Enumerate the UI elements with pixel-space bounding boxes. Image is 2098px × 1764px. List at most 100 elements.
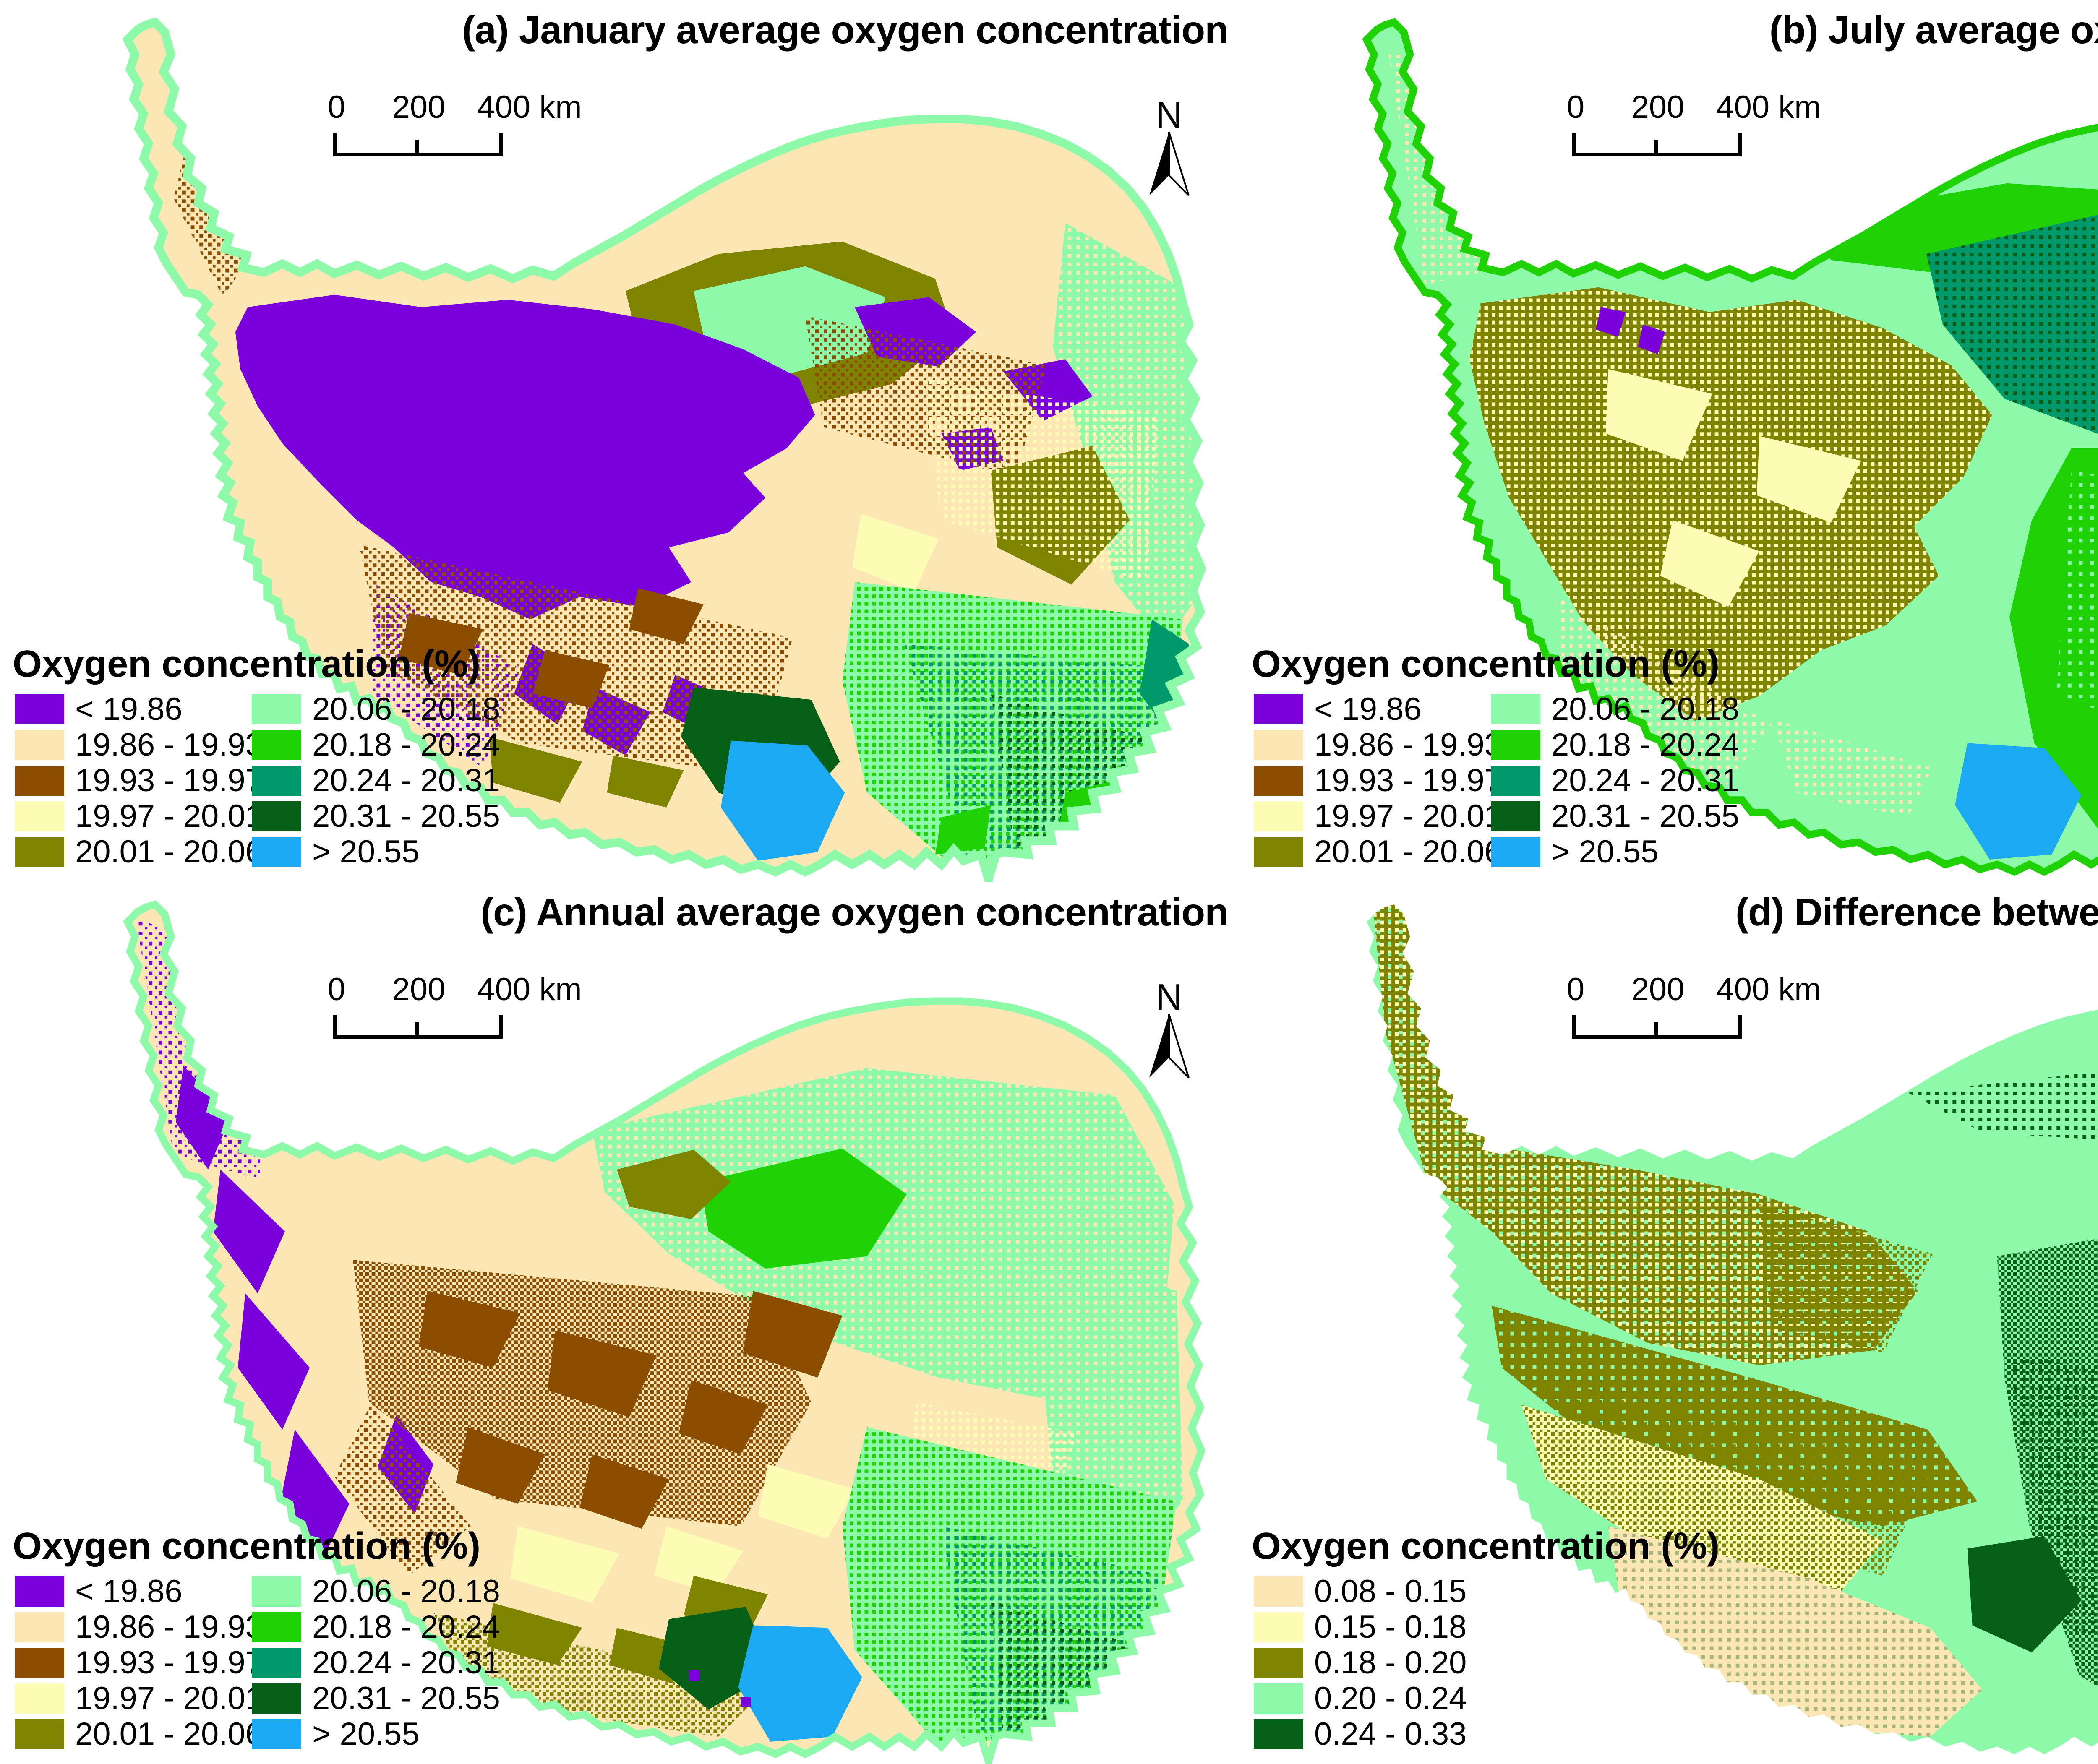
- legend-swatch: [1254, 836, 1303, 867]
- scale-label-200: 200: [1631, 972, 1685, 1007]
- legend-item: 19.93 - 19.97: [15, 763, 263, 798]
- legend-swatch: [15, 1576, 64, 1607]
- legend-swatch: [1254, 694, 1303, 724]
- legend-swatch: [252, 765, 301, 796]
- scale-bar-bracket: [333, 133, 503, 156]
- scale-label-400km: 400 km: [1716, 89, 1821, 125]
- legend-column-1: 0.08 - 0.15 0.15 - 0.18 0.18 - 0.20 0.20…: [1254, 1574, 1467, 1752]
- legend-item: 20.24 - 20.31: [252, 763, 500, 798]
- legend-item: 0.18 - 0.20: [1254, 1645, 1467, 1681]
- legend-swatch: [252, 1576, 301, 1607]
- legend-item: > 20.55: [252, 1716, 500, 1752]
- map-annual: [0, 882, 1239, 1764]
- scale-label-200: 200: [1631, 89, 1685, 125]
- legend-column-1: < 19.86 19.86 - 19.93 19.93 - 19.97 19.9…: [15, 1574, 263, 1752]
- legend-label: 20.01 - 20.06: [75, 834, 263, 870]
- legend-label: 19.93 - 19.97: [75, 763, 263, 798]
- scale-label-400km: 400 km: [477, 972, 582, 1007]
- legend-column-1: < 19.86 19.86 - 19.93 19.93 - 19.97 19.9…: [15, 691, 263, 870]
- legend-swatch: [15, 836, 64, 867]
- legend-label: < 19.86: [75, 1574, 183, 1609]
- legend-swatch: [15, 801, 64, 831]
- legend-label: 20.24 - 20.31: [1551, 763, 1739, 798]
- legend-item: 19.86 - 19.93: [15, 1609, 263, 1645]
- legend-item: 20.24 - 20.31: [252, 1645, 500, 1681]
- legend-item: 19.97 - 20.01: [15, 1681, 263, 1716]
- legend-item: 20.06 - 20.18: [252, 691, 500, 727]
- legend-title: Oxygen concentration (%): [1252, 1525, 1720, 1567]
- legend-swatch: [252, 836, 301, 867]
- legend-swatch: [1254, 1576, 1303, 1607]
- legend-swatch: [1254, 1683, 1303, 1714]
- legend-label: 0.08 - 0.15: [1314, 1574, 1467, 1609]
- scale-bar-bracket: [1572, 1015, 1742, 1039]
- scale-bar-bracket: [333, 1015, 503, 1039]
- legend-column-2: 20.06 - 20.18 20.18 - 20.24 20.24 - 20.3…: [1491, 691, 1739, 870]
- legend-column-1: < 19.86 19.86 - 19.93 19.93 - 19.97 19.9…: [1254, 691, 1502, 870]
- legend-swatch: [252, 1647, 301, 1678]
- legend-label: 19.97 - 20.01: [75, 798, 263, 834]
- scale-label-0: 0: [1566, 89, 1585, 125]
- legend-item: 20.18 - 20.24: [252, 727, 500, 763]
- legend-swatch: [252, 694, 301, 724]
- legend-label: 19.86 - 19.93: [1314, 727, 1502, 763]
- legend-item: 20.01 - 20.06: [15, 834, 263, 870]
- legend-swatch: [1254, 801, 1303, 831]
- legend-swatch: [1254, 765, 1303, 796]
- legend-item: < 19.86: [15, 691, 263, 727]
- scale-label-200: 200: [392, 89, 446, 125]
- map-july: [1239, 0, 2098, 882]
- legend-swatch: [1254, 1612, 1303, 1642]
- legend-label: 0.20 - 0.24: [1314, 1681, 1467, 1716]
- north-arrow: N: [1149, 978, 1190, 1079]
- legend-item: 20.31 - 20.55: [252, 798, 500, 834]
- legend-swatch: [1254, 730, 1303, 760]
- legend-label: 20.31 - 20.55: [312, 798, 500, 834]
- scale-bar: 0 200 400 km: [323, 971, 600, 1047]
- legend-swatch: [252, 1683, 301, 1714]
- legend-label: < 19.86: [1314, 691, 1422, 727]
- legend-column-2: 20.06 - 20.18 20.18 - 20.24 20.24 - 20.3…: [252, 691, 500, 870]
- legend-label: 20.06 - 20.18: [1551, 691, 1739, 727]
- legend-swatch: [15, 730, 64, 760]
- legend-swatch: [15, 1719, 64, 1749]
- legend-title: Oxygen concentration (%): [1252, 643, 1720, 685]
- legend-label: 19.97 - 20.01: [1314, 798, 1502, 834]
- legend-label: > 20.55: [1551, 834, 1659, 870]
- legend-swatch: [1254, 1647, 1303, 1678]
- legend-item: 0.15 - 0.18: [1254, 1609, 1467, 1645]
- legend-swatch: [1491, 801, 1540, 831]
- map-july-layers: [1388, 50, 2098, 860]
- legend-swatch: [15, 1683, 64, 1714]
- legend-item: 0.20 - 0.24: [1254, 1681, 1467, 1716]
- legend-item: 0.24 - 0.33: [1254, 1716, 1467, 1752]
- legend-item: 19.86 - 19.93: [1254, 727, 1502, 763]
- legend-item: 20.18 - 20.24: [1491, 727, 1739, 763]
- legend-swatch: [1491, 836, 1540, 867]
- legend-label: 19.86 - 19.93: [75, 727, 263, 763]
- panel-january: (a) January average oxygen concentration…: [0, 0, 1239, 882]
- scale-bar: 0 200 400 km: [323, 89, 600, 164]
- legend-label: 0.15 - 0.18: [1314, 1609, 1467, 1645]
- legend-label: > 20.55: [312, 1716, 420, 1752]
- legend-swatch: [15, 1647, 64, 1678]
- legend-label: 20.31 - 20.55: [312, 1681, 500, 1716]
- legend-label: 20.18 - 20.24: [312, 1609, 500, 1645]
- legend-item: < 19.86: [15, 1574, 263, 1609]
- panel-title-annual: (c) Annual average oxygen concentration: [480, 890, 1229, 934]
- legend-label: 19.86 - 19.93: [75, 1609, 263, 1645]
- legend-title: Oxygen concentration (%): [13, 643, 481, 685]
- scale-bar: 0 200 400 km: [1562, 971, 1839, 1047]
- legend-item: 19.93 - 19.97: [1254, 763, 1502, 798]
- scale-label-200: 200: [392, 972, 446, 1007]
- legend-item: 20.31 - 20.55: [252, 1681, 500, 1716]
- legend-label: 20.06 - 20.18: [312, 1574, 500, 1609]
- legend-label: 20.06 - 20.18: [312, 691, 500, 727]
- legend-swatch: [252, 801, 301, 831]
- legend-item: < 19.86: [1254, 691, 1502, 727]
- legend-item: 19.86 - 19.93: [15, 727, 263, 763]
- legend-item: 19.93 - 19.97: [15, 1645, 263, 1681]
- legend-label: 19.93 - 19.97: [1314, 763, 1502, 798]
- legend-item: > 20.55: [1491, 834, 1739, 870]
